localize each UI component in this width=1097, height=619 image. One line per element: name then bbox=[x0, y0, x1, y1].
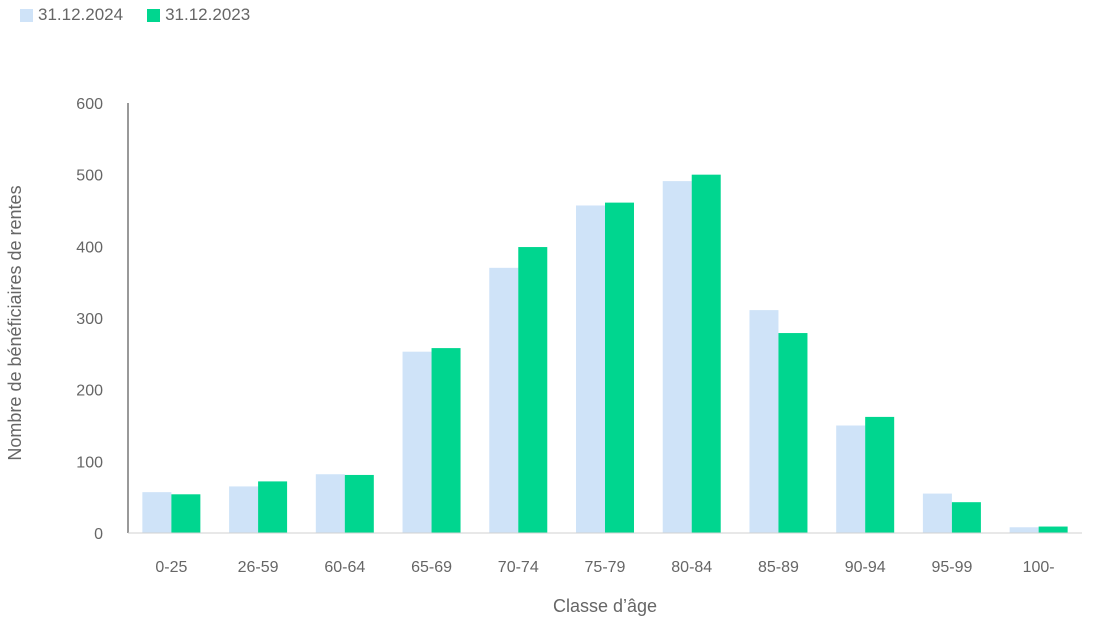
bar-31.12.2024 bbox=[142, 492, 172, 533]
legend-label-2023: 31.12.2023 bbox=[165, 5, 251, 24]
legend-item-2024: 31.12.2024 bbox=[20, 5, 123, 25]
y-tick-label: 400 bbox=[76, 239, 103, 256]
bar-31.12.2024 bbox=[836, 425, 866, 533]
bar-31.12.2023 bbox=[344, 474, 374, 533]
x-tick-label: 75-79 bbox=[585, 559, 626, 576]
y-tick-label: 500 bbox=[76, 168, 103, 185]
x-tick-label: 26-59 bbox=[238, 559, 279, 576]
bar-31.12.2023 bbox=[171, 494, 201, 533]
chart-legend: 31.12.2024 31.12.2023 bbox=[20, 5, 250, 25]
bar-31.12.2023 bbox=[605, 202, 634, 533]
legend-swatch-2023 bbox=[147, 8, 161, 22]
x-axis-ticks: 0-25 26-59 60-64 65-69 70-74 75-79 80-84 85-89 9… bbox=[155, 559, 1054, 576]
bar-31.12.2023 bbox=[1038, 526, 1068, 533]
bar-31.12.2024 bbox=[576, 205, 605, 533]
x-tick-label: 65-69 bbox=[411, 559, 452, 576]
bar-31.12.2024 bbox=[749, 310, 779, 533]
bar-31.12.2024 bbox=[1009, 527, 1039, 533]
x-tick-label: 60-64 bbox=[324, 559, 365, 576]
bar-31.12.2024 bbox=[229, 486, 259, 533]
bar-31.12.2024 bbox=[662, 181, 692, 533]
legend-label-2024: 31.12.2024 bbox=[38, 5, 124, 24]
x-tick-label: 80-84 bbox=[671, 559, 712, 576]
x-axis-title: Classe d’âge bbox=[553, 596, 657, 616]
bar-31.12.2024 bbox=[315, 474, 345, 533]
legend-swatch-2024 bbox=[20, 8, 33, 22]
bar-31.12.2023 bbox=[691, 174, 721, 533]
x-tick-label: 70-74 bbox=[498, 559, 539, 576]
bar-31.12.2024 bbox=[402, 351, 432, 533]
x-tick-label: 95-99 bbox=[931, 559, 972, 576]
y-tick-label: 200 bbox=[76, 383, 103, 400]
x-tick-label: 100- bbox=[1023, 559, 1055, 576]
x-tick-label: 90-94 bbox=[845, 559, 886, 576]
y-tick-label: 0 bbox=[94, 526, 103, 543]
bars-group bbox=[142, 174, 1068, 534]
bar-31.12.2023 bbox=[258, 481, 288, 533]
y-tick-label: 600 bbox=[76, 96, 103, 113]
x-tick-label: 85-89 bbox=[758, 559, 799, 576]
legend-item-2023: 31.12.2023 bbox=[147, 5, 250, 25]
bar-31.12.2024 bbox=[922, 493, 952, 533]
bar-31.12.2024 bbox=[489, 267, 519, 533]
bar-31.12.2023 bbox=[778, 333, 808, 533]
y-axis-title: Nombre de bénéficiaires de rentes bbox=[5, 185, 25, 460]
bar-31.12.2023 bbox=[865, 416, 895, 533]
bar-31.12.2023 bbox=[951, 502, 981, 533]
y-axis-ticks: 0 100 200 300 400 500 600 bbox=[76, 96, 103, 543]
x-tick-label: 0-25 bbox=[155, 559, 187, 576]
bar-31.12.2023 bbox=[431, 348, 461, 533]
bar-31.12.2023 bbox=[518, 247, 548, 534]
y-tick-label: 100 bbox=[76, 454, 103, 471]
y-tick-label: 300 bbox=[76, 311, 103, 328]
